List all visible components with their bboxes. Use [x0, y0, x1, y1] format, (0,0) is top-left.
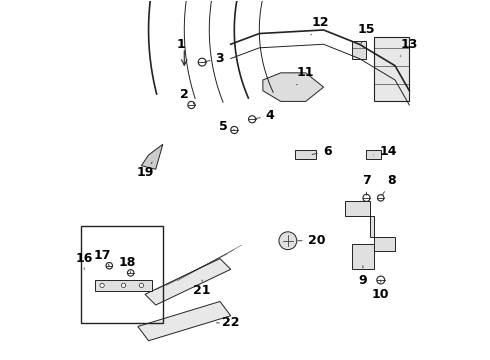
Polygon shape: [138, 301, 231, 341]
Bar: [81, 226, 163, 323]
Text: 20: 20: [298, 234, 325, 247]
Circle shape: [122, 283, 126, 288]
Circle shape: [377, 195, 384, 201]
FancyBboxPatch shape: [373, 37, 409, 102]
Text: 21: 21: [194, 280, 211, 297]
Text: 18: 18: [119, 256, 136, 273]
Text: 2: 2: [180, 88, 195, 105]
Circle shape: [377, 276, 385, 284]
Text: 1: 1: [176, 38, 185, 51]
Polygon shape: [263, 73, 323, 102]
Bar: [367, 150, 381, 158]
Text: 6: 6: [312, 145, 331, 158]
Polygon shape: [145, 258, 231, 305]
Text: 10: 10: [372, 280, 390, 301]
Bar: [352, 41, 367, 59]
Text: 22: 22: [217, 316, 240, 329]
Text: 13: 13: [400, 38, 418, 56]
Text: 7: 7: [362, 174, 371, 195]
Circle shape: [248, 116, 256, 123]
Text: 8: 8: [382, 174, 396, 195]
Polygon shape: [95, 280, 152, 291]
Bar: [295, 150, 317, 158]
Text: 17: 17: [94, 248, 111, 266]
Text: 16: 16: [75, 252, 93, 269]
Circle shape: [198, 58, 206, 66]
Text: 3: 3: [205, 52, 224, 65]
Circle shape: [106, 262, 113, 269]
Text: 4: 4: [255, 109, 274, 122]
Text: 12: 12: [311, 16, 329, 35]
Circle shape: [363, 194, 370, 202]
Text: 9: 9: [359, 266, 367, 287]
Text: 5: 5: [219, 120, 234, 133]
Text: 19: 19: [136, 162, 154, 179]
Circle shape: [139, 283, 144, 288]
Text: 11: 11: [296, 66, 315, 85]
Polygon shape: [142, 144, 163, 169]
Circle shape: [231, 126, 238, 134]
Circle shape: [188, 102, 195, 109]
Text: 14: 14: [373, 145, 396, 158]
Circle shape: [100, 283, 104, 288]
Polygon shape: [345, 202, 395, 251]
Bar: [352, 244, 373, 269]
Circle shape: [127, 270, 134, 276]
Text: 15: 15: [358, 23, 375, 45]
Circle shape: [279, 232, 297, 249]
